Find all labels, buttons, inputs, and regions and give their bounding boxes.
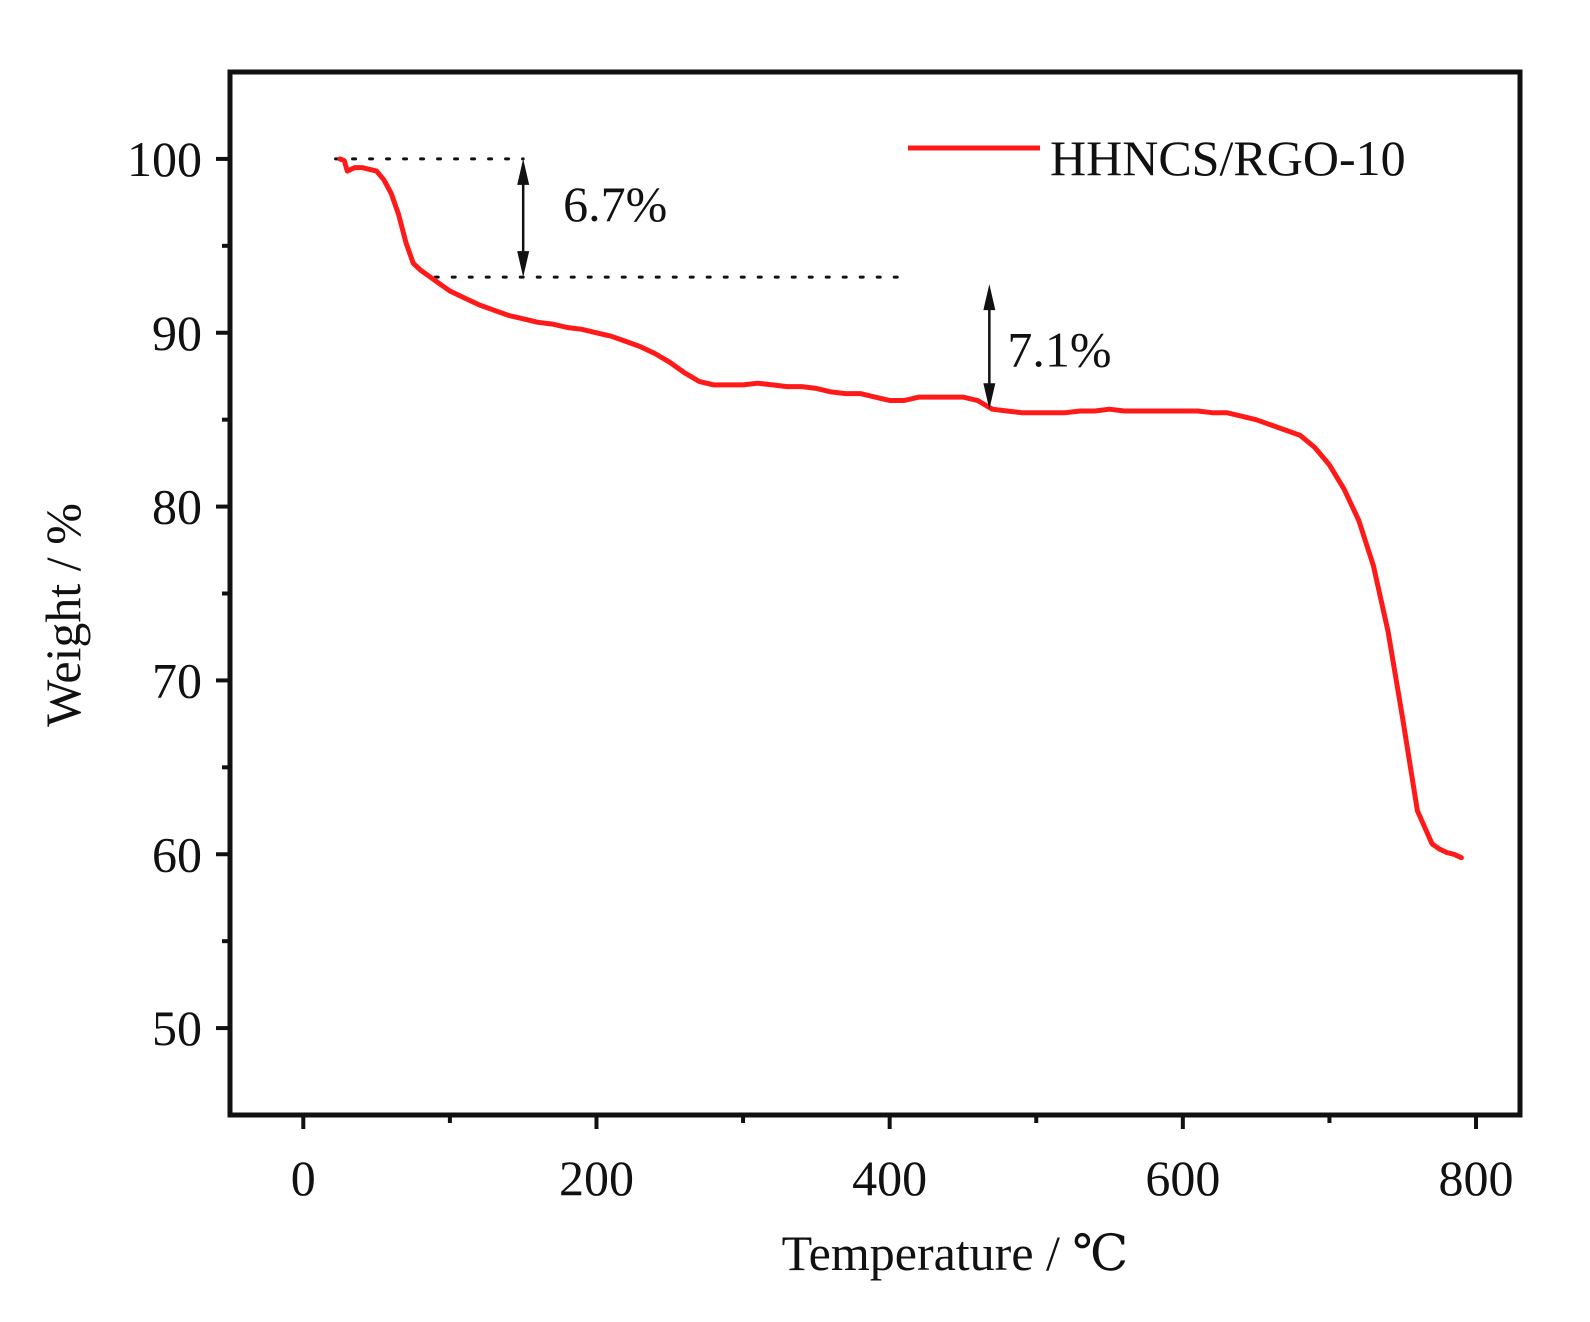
y-tick-label: 90 <box>152 305 202 361</box>
series-layer <box>337 156 1464 861</box>
legend-label: HHNCS/RGO-10 <box>1050 130 1406 186</box>
legend: HHNCS/RGO-10 <box>908 130 1406 186</box>
y-tick-label: 60 <box>152 826 202 882</box>
y-tick-label: 80 <box>152 479 202 535</box>
x-tick-label: 0 <box>291 1150 316 1206</box>
y-tick-label: 100 <box>127 131 202 187</box>
arrow-head-down <box>517 251 530 278</box>
x-tick-label: 200 <box>559 1150 634 1206</box>
x-axis-title: Temperature / ℃ <box>782 1225 1129 1281</box>
y-axis-title: Weight / % <box>35 503 91 727</box>
reference-lines <box>334 157 906 279</box>
y-tick-label: 50 <box>152 1000 202 1056</box>
annotation-label: 6.7% <box>563 176 667 232</box>
annotation-label: 7.1% <box>1007 322 1111 378</box>
arrow-head-down <box>983 383 996 410</box>
arrow-head-up <box>517 158 530 185</box>
y-tick-label: 70 <box>152 652 202 708</box>
x-tick-label: 600 <box>1145 1150 1220 1206</box>
x-tick-label: 800 <box>1439 1150 1514 1206</box>
axes: 0 200 400 600 800 50 60 70 80 90 100 <box>127 69 1523 1206</box>
arrow-head-up <box>983 284 996 311</box>
annotations: 6.7% 7.1% <box>517 158 1111 410</box>
series-line <box>337 156 1464 861</box>
x-tick-label: 400 <box>852 1150 927 1206</box>
